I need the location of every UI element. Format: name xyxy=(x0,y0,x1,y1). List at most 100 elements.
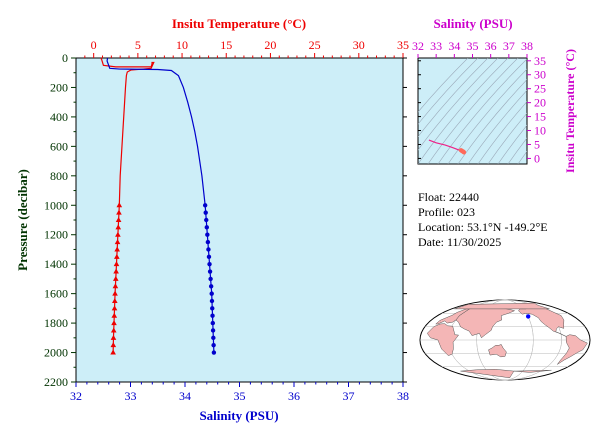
temperature-tick-label: 0 xyxy=(91,38,97,52)
salinity-tick-label: 35 xyxy=(234,389,246,403)
ts-temperature-tick-label: 10 xyxy=(534,124,546,138)
salinity-tick-label: 34 xyxy=(179,389,191,403)
salinity-marker xyxy=(206,254,212,260)
temperature-marker xyxy=(111,298,118,303)
temperature-tick-label: 30 xyxy=(353,38,365,52)
temperature-tick-label: 10 xyxy=(176,38,188,52)
salinity-marker xyxy=(207,269,213,274)
temperature-marker xyxy=(111,305,118,311)
temperature-marker xyxy=(112,290,118,296)
pressure-tick-label: 2200 xyxy=(44,375,68,389)
temperature-marker xyxy=(111,312,118,318)
ts-marker xyxy=(461,150,467,155)
ts-temperature-axis-title: Insitu Temperature (°C) xyxy=(563,49,577,173)
temperature-marker xyxy=(112,275,119,281)
profile-series xyxy=(100,57,217,355)
ts-temperature-tick-label: 20 xyxy=(534,96,546,110)
salinity-axis-title: Salinity (PSU) xyxy=(199,408,278,423)
salinity-axis: 32 33 34 35 36 37 38 xyxy=(70,382,409,403)
temperature-marker xyxy=(116,202,123,208)
salinity-profile-line xyxy=(106,57,215,353)
temperature-marker xyxy=(113,261,120,267)
salinity-marker xyxy=(208,284,214,289)
ts-temperature-tick-label: 5 xyxy=(534,137,540,151)
map-europe xyxy=(435,308,471,325)
salinity-tick-label: 38 xyxy=(397,389,409,403)
salinity-marker xyxy=(211,335,216,341)
temperature-marker xyxy=(114,239,121,245)
ts-salinity-tick-label: 35 xyxy=(467,39,479,53)
profile-date: Date: 11/30/2025 xyxy=(418,235,502,249)
salinity-marker xyxy=(210,306,215,311)
pressure-tick-label: 200 xyxy=(50,80,68,94)
salinity-marker xyxy=(209,298,215,304)
density-contour xyxy=(447,68,527,164)
salinity-marker xyxy=(210,320,215,326)
pressure-tick-label: 600 xyxy=(50,139,68,153)
float-location-marker xyxy=(525,314,531,319)
pressure-tick-label: 1200 xyxy=(44,228,68,242)
salinity-tick-label: 36 xyxy=(288,389,300,403)
temperature-marker xyxy=(110,349,116,355)
ts-salinity-tick-label: 33 xyxy=(430,39,442,53)
salinity-tick-label: 33 xyxy=(125,389,137,403)
temperature-marker xyxy=(111,320,117,326)
pressure-tick-label: 1000 xyxy=(44,198,68,212)
ts-salinity-tick-label: 37 xyxy=(503,39,515,53)
main-plot: 0 5 10 15 20 25 30 35 32 33 34 35 36 37 38 0 200 400 600… xyxy=(15,16,409,423)
salinity-marker xyxy=(209,291,214,296)
map-antarctica xyxy=(513,369,552,373)
temperature-marker xyxy=(110,342,117,348)
temperature-marker xyxy=(115,231,121,237)
density-contour xyxy=(418,58,469,113)
density-contour xyxy=(467,89,527,164)
density-contour xyxy=(418,58,489,138)
density-contour xyxy=(507,137,527,164)
pressure-tick-label: 1600 xyxy=(44,287,68,301)
density-contour xyxy=(427,58,519,164)
map-land xyxy=(426,302,588,379)
temperature-marker xyxy=(113,268,119,274)
map-antarctica xyxy=(460,369,515,379)
temperature-tick-label: 35 xyxy=(397,38,409,52)
salinity-marker xyxy=(210,313,215,318)
salinity-marker xyxy=(208,276,213,282)
ts-salinity-tick-label: 36 xyxy=(485,39,497,53)
temperature-tick-label: 5 xyxy=(135,38,141,52)
map-australia xyxy=(488,344,507,358)
salinity-marker xyxy=(206,247,211,252)
density-contours xyxy=(418,58,527,164)
temperature-marker xyxy=(114,246,120,252)
ts-temperature-tick-label: 0 xyxy=(534,151,540,165)
pressure-tick-label: 800 xyxy=(50,169,68,183)
salinity-marker xyxy=(211,350,217,355)
salinity-tick-label: 32 xyxy=(70,389,82,403)
density-contour xyxy=(517,150,527,164)
temperature-axis: 0 5 10 15 20 25 30 35 xyxy=(84,38,409,58)
pressure-tick-label: 2000 xyxy=(44,346,68,360)
salinity-marker xyxy=(205,239,211,245)
temperature-marker xyxy=(110,334,117,340)
ts-salinity-tick-label: 34 xyxy=(448,39,460,53)
ts-salinity-axis-title: Salinity (PSU) xyxy=(433,16,512,31)
float-location: Location: 53.1°N -149.2°E xyxy=(418,220,548,234)
density-contour xyxy=(457,79,527,164)
temperature-marker xyxy=(115,217,122,222)
salinity-marker xyxy=(204,225,209,230)
salinity-tick-label: 37 xyxy=(343,389,355,403)
profile-number: Profile: 023 xyxy=(418,205,475,219)
temperature-marker xyxy=(114,253,120,259)
float-id: Float: 22440 xyxy=(418,190,480,204)
pressure-axis-title: Pressure (decibar) xyxy=(15,169,30,271)
ts-series xyxy=(428,139,467,155)
salinity-marker xyxy=(204,217,209,223)
temperature-tick-label: 15 xyxy=(220,38,232,52)
salinity-marker xyxy=(210,328,216,333)
pressure-tick-label: 0 xyxy=(62,51,68,65)
temperature-marker xyxy=(115,224,122,230)
world-map xyxy=(419,299,591,381)
pressure-tick-label: 1400 xyxy=(44,257,68,271)
main-plot-area xyxy=(75,57,404,383)
